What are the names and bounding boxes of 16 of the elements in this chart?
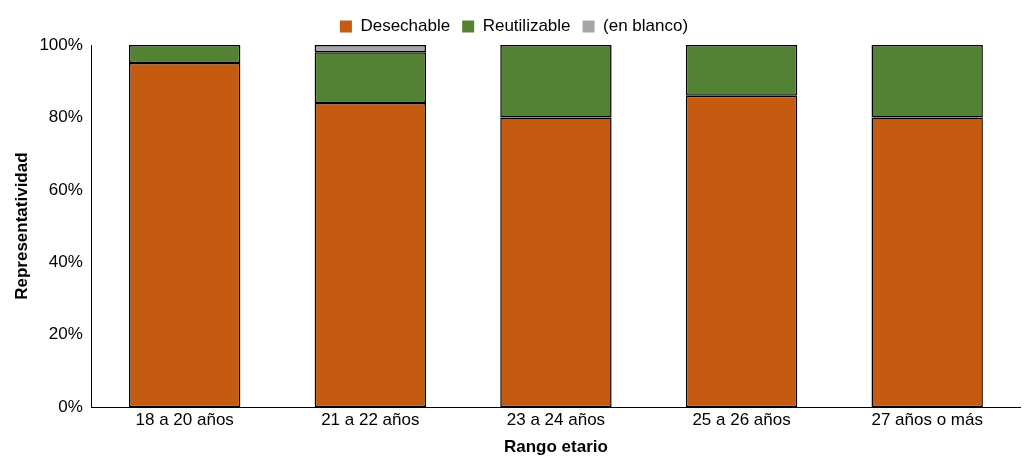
y-tick-label: 20% — [48, 324, 83, 344]
x-tick-label: 18 a 20 años — [135, 410, 234, 430]
legend-label: Reutilizable — [482, 16, 571, 36]
legend-label: Desechable — [360, 16, 451, 36]
y-tick-label: 80% — [48, 107, 83, 127]
x-tick-label: 21 a 22 años — [321, 410, 420, 430]
x-axis-title: Rango etario — [503, 437, 608, 457]
y-tick-label: 60% — [48, 179, 83, 199]
x-tick-label: 27 años o más — [871, 410, 983, 430]
legend-label: (en blanco) — [603, 16, 689, 36]
x-tick-label: 23 a 24 años — [506, 410, 606, 430]
y-tick-label: 40% — [48, 252, 83, 272]
y-tick-label: 100% — [39, 34, 83, 54]
y-axis-title: Representatividad — [11, 152, 31, 300]
y-tick-label: 0% — [58, 396, 83, 416]
x-tick-label: 25 a 26 años — [692, 410, 791, 430]
